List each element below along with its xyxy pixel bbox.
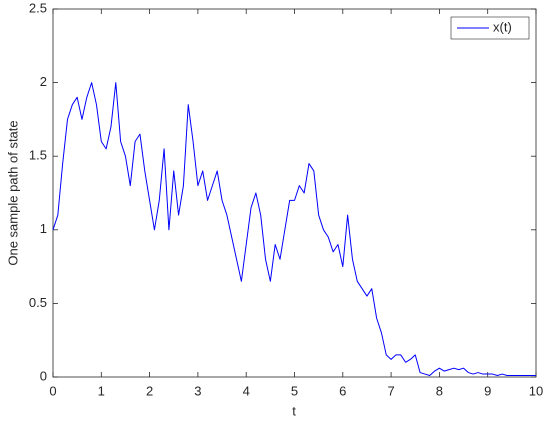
y-tick-label: 1	[40, 221, 47, 236]
x-tick-label: 8	[436, 383, 443, 398]
y-tick-label: 2	[40, 74, 47, 89]
x-tick-label: 10	[529, 383, 543, 398]
x-tick-label: 0	[49, 383, 56, 398]
axes-box	[52, 8, 537, 378]
x-tick-label: 7	[387, 383, 394, 398]
y-axis-label: One sample path of state	[5, 120, 20, 265]
y-tick-label: 1.5	[29, 148, 47, 163]
legend-label: x(t)	[493, 19, 512, 34]
y-tick-label: 2.5	[29, 0, 47, 15]
x-tick-label: 6	[339, 383, 346, 398]
x-tick-label: 9	[484, 383, 491, 398]
x-tick-label: 5	[291, 383, 298, 398]
y-tick-label: 0	[40, 368, 47, 383]
legend-box	[450, 16, 530, 40]
y-tick-label: 0.5	[29, 295, 47, 310]
x-tick-label: 2	[146, 383, 153, 398]
data-line	[52, 82, 536, 377]
x-tick-label: 1	[98, 383, 105, 398]
x-tick-label: 4	[243, 383, 250, 398]
x-tick-label: 3	[194, 383, 201, 398]
x-axis-label: t	[292, 403, 296, 418]
